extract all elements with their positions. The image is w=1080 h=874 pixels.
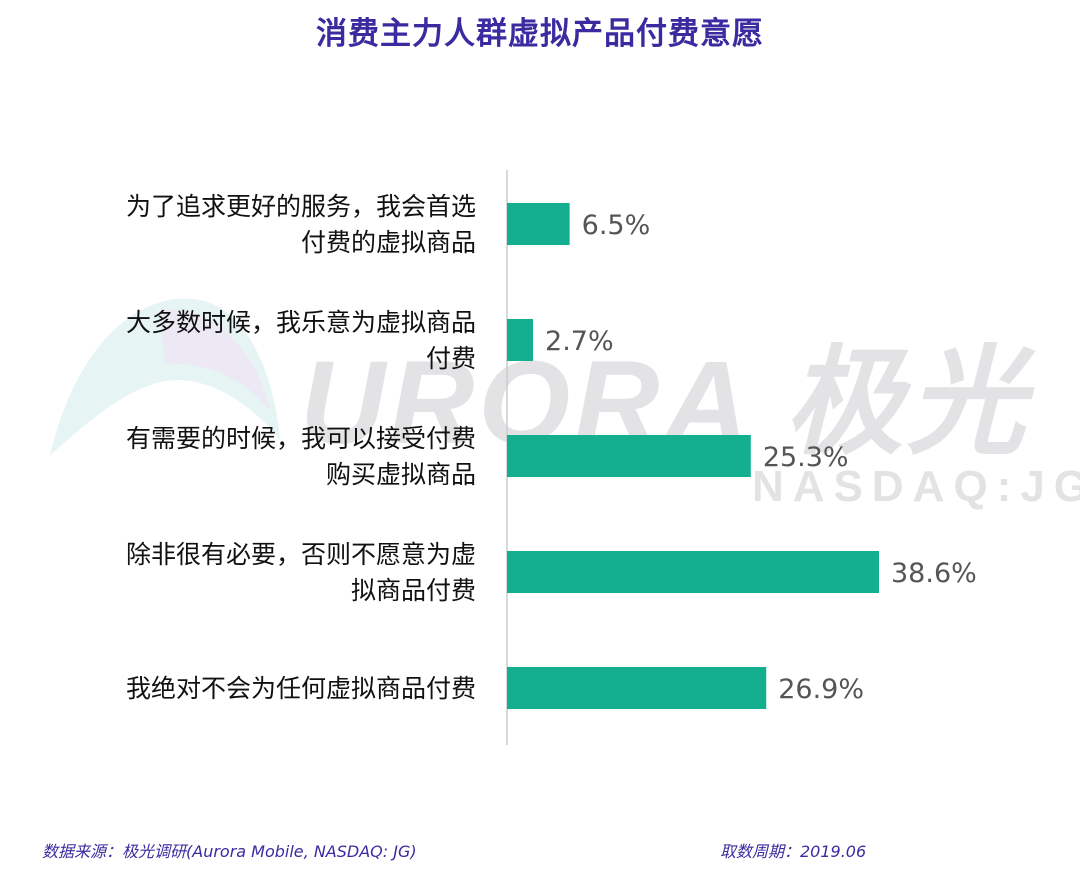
category-label-2-line-2: 付费 xyxy=(426,344,476,373)
value-label-4: 38.6% xyxy=(891,558,977,589)
category-label-4-line-2: 拟商品付费 xyxy=(351,576,476,605)
value-label-3: 25.3% xyxy=(763,442,849,473)
data-period-note: 取数周期：2019.06 xyxy=(720,842,867,861)
bar-3 xyxy=(507,435,751,477)
value-label-2: 2.7% xyxy=(545,326,614,357)
bar-1 xyxy=(507,203,570,245)
category-label-3-line-1: 有需要的时候，我可以接受付费 xyxy=(126,424,476,453)
bar-5 xyxy=(507,667,767,709)
category-label-2-line-1: 大多数时候，我乐意为虚拟商品 xyxy=(126,308,476,337)
category-label-5-line-1: 我绝对不会为任何虚拟商品付费 xyxy=(126,674,476,703)
data-source-note: 数据来源：极光调研(Aurora Mobile, NASDAQ: JG) xyxy=(42,842,417,861)
chart-title: 消费主力人群虚拟产品付费意愿 xyxy=(316,16,764,52)
bar-2 xyxy=(507,319,534,361)
value-label-1: 6.5% xyxy=(582,210,651,241)
bar-4 xyxy=(507,551,879,593)
value-label-5: 26.9% xyxy=(778,674,864,705)
category-label-4-line-1: 除非很有必要，否则不愿意为虚 xyxy=(126,540,476,569)
category-label-3-line-2: 购买虚拟商品 xyxy=(326,460,476,489)
category-label-1-line-2: 付费的虚拟商品 xyxy=(301,228,476,257)
category-label-1-line-1: 为了追求更好的服务，我会首选 xyxy=(126,192,476,221)
